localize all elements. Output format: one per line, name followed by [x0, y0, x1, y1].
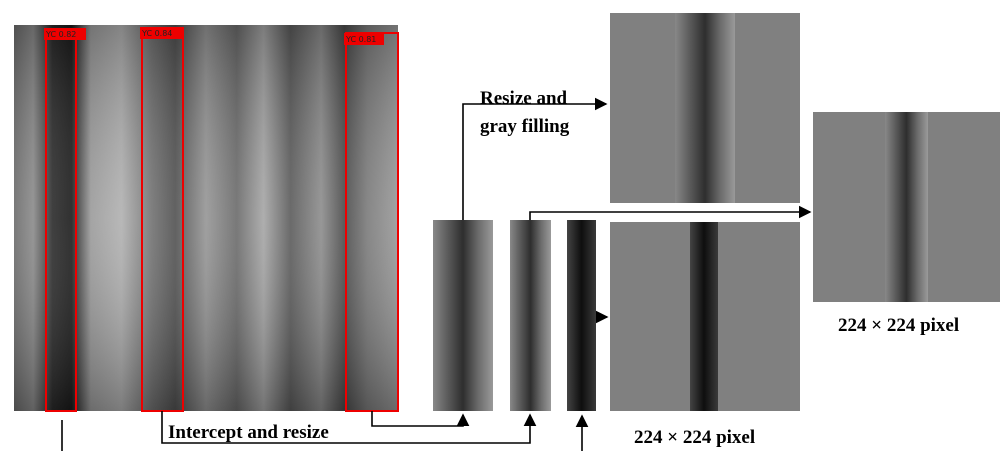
- bbox-label: YC 0.82: [45, 30, 76, 39]
- bbox-tag: [140, 27, 184, 39]
- bbox-label: YC 0.81: [345, 35, 376, 44]
- caption: 224 × 224 pixel: [838, 315, 959, 336]
- step-label: Resize and: [480, 88, 568, 109]
- bbox-tag: [344, 33, 384, 45]
- arrow: [371, 411, 470, 427]
- step-label: gray filling: [480, 116, 570, 137]
- arrow: [462, 97, 608, 220]
- crop: [433, 220, 493, 411]
- output-strip: [885, 112, 928, 302]
- arrow: [161, 411, 537, 444]
- bbox-tag: [44, 28, 86, 40]
- shade: [14, 25, 398, 411]
- output-strip: [675, 13, 735, 203]
- step-label: Intercept and resize: [168, 422, 329, 443]
- crop: [567, 220, 596, 411]
- bbox-label: YC 0.84: [141, 29, 172, 38]
- arrow: [529, 205, 812, 220]
- output-strip: [690, 222, 718, 411]
- caption: 224 × 224 pixel: [634, 427, 755, 448]
- crop: [510, 220, 551, 411]
